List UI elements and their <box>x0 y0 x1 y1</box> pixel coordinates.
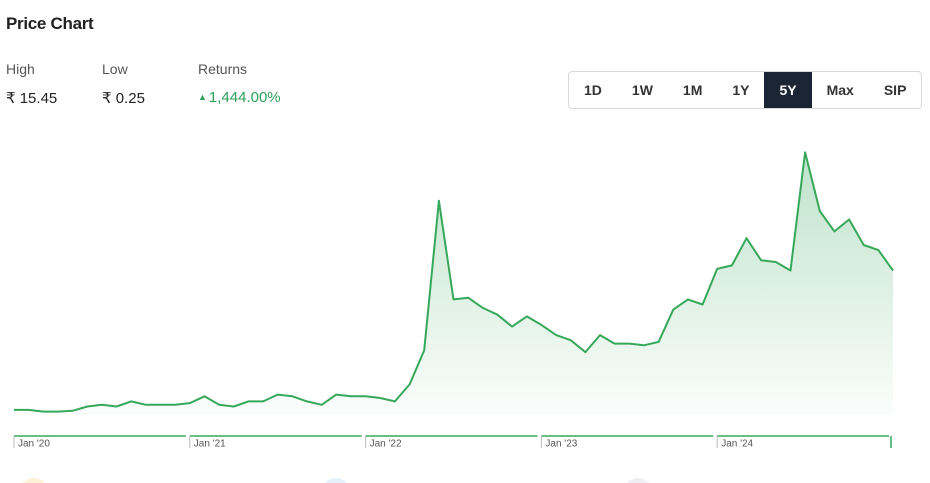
range-button[interactable]: 1D <box>584 82 602 98</box>
stat-value-text: ₹ 15.45 <box>6 90 58 107</box>
icon <box>325 478 347 483</box>
x-tick-label: Jan '24 <box>721 439 753 450</box>
range-button[interactable]: 1Y <box>732 82 750 98</box>
range-button[interactable]: 1M <box>682 82 703 98</box>
range-button[interactable]: SIP <box>883 82 907 98</box>
up-arrow: ▲ <box>198 92 207 102</box>
title: Price Chart <box>6 14 94 33</box>
stat-value: ₹ 15.45 <box>6 89 57 107</box>
stat-value: ▲ 1,444.00% <box>198 89 281 106</box>
range-buttons: 1D 1W 1M 1Y 5Y Max SIP <box>568 71 923 109</box>
range-button[interactable]: Max <box>826 82 854 98</box>
x-tick-label: Jan '22 <box>370 439 402 450</box>
stat-label: High <box>6 61 35 77</box>
x-tick-label: Jan '21 <box>194 439 226 450</box>
stat: Low ₹ 0.25 <box>102 61 145 107</box>
icon <box>23 478 45 483</box>
price-line <box>14 151 894 413</box>
stat-value-text: 1,444.00% <box>208 89 281 106</box>
stat: High ₹ 15.45 <box>6 61 57 107</box>
stat: Returns ▲ 1,444.00% <box>198 61 281 106</box>
range-button[interactable]: 5Y <box>764 72 812 108</box>
icon <box>627 478 649 483</box>
stat-label: Low <box>102 61 128 77</box>
range-button[interactable]: 1W <box>631 82 653 98</box>
stat-value-text: ₹ 0.25 <box>102 90 145 107</box>
x-tick-label: Jan '20 <box>18 439 50 450</box>
x-tick-label: Jan '23 <box>545 439 577 450</box>
stat-value: ₹ 0.25 <box>102 89 145 107</box>
price-area <box>14 152 893 415</box>
stat-label: Returns <box>198 61 248 77</box>
